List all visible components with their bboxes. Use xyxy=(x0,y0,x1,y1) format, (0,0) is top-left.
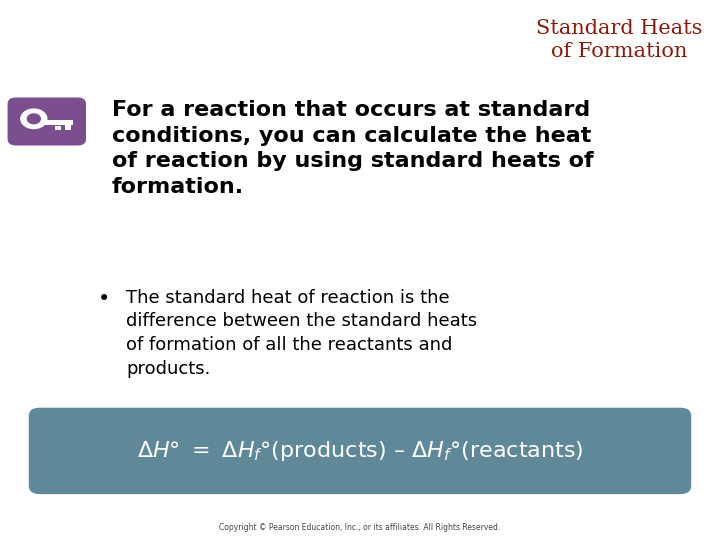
Text: For a reaction that occurs at standard
conditions, you can calculate the heat
of: For a reaction that occurs at standard c… xyxy=(112,100,593,197)
FancyBboxPatch shape xyxy=(29,408,691,494)
Text: •: • xyxy=(98,289,111,309)
FancyBboxPatch shape xyxy=(55,126,61,130)
Text: $\Delta H°\ =\ \Delta H_f°\mathrm{(products)}\ –\ \Delta H_f°\mathrm{(reactants): $\Delta H°\ =\ \Delta H_f°\mathrm{(produ… xyxy=(137,439,583,463)
Text: Copyright © Pearson Education, Inc., or its affiliates. All Rights Reserved.: Copyright © Pearson Education, Inc., or … xyxy=(220,523,500,532)
FancyBboxPatch shape xyxy=(65,125,71,130)
Text: Standard Heats
of Formation: Standard Heats of Formation xyxy=(536,19,702,60)
FancyBboxPatch shape xyxy=(45,120,73,125)
Circle shape xyxy=(27,114,40,124)
FancyBboxPatch shape xyxy=(7,97,86,145)
Circle shape xyxy=(21,109,47,129)
Text: The standard heat of reaction is the
difference between the standard heats
of fo: The standard heat of reaction is the dif… xyxy=(126,289,477,377)
